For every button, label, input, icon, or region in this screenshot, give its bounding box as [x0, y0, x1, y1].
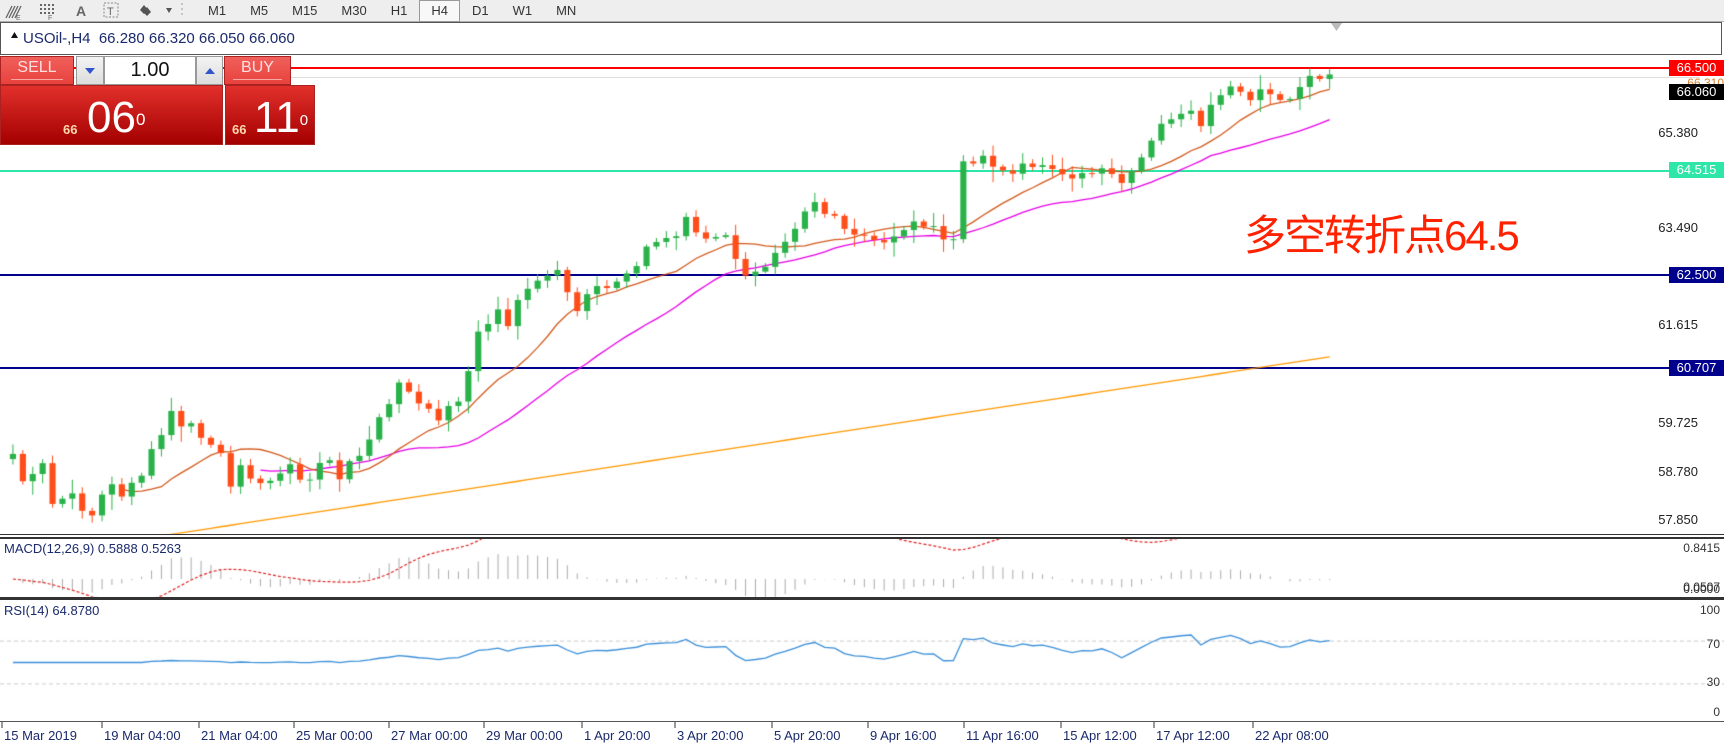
svg-text:T: T: [107, 6, 114, 18]
svg-text:E: E: [16, 15, 21, 22]
svg-text:F: F: [48, 15, 52, 22]
svg-text:A: A: [76, 3, 86, 19]
